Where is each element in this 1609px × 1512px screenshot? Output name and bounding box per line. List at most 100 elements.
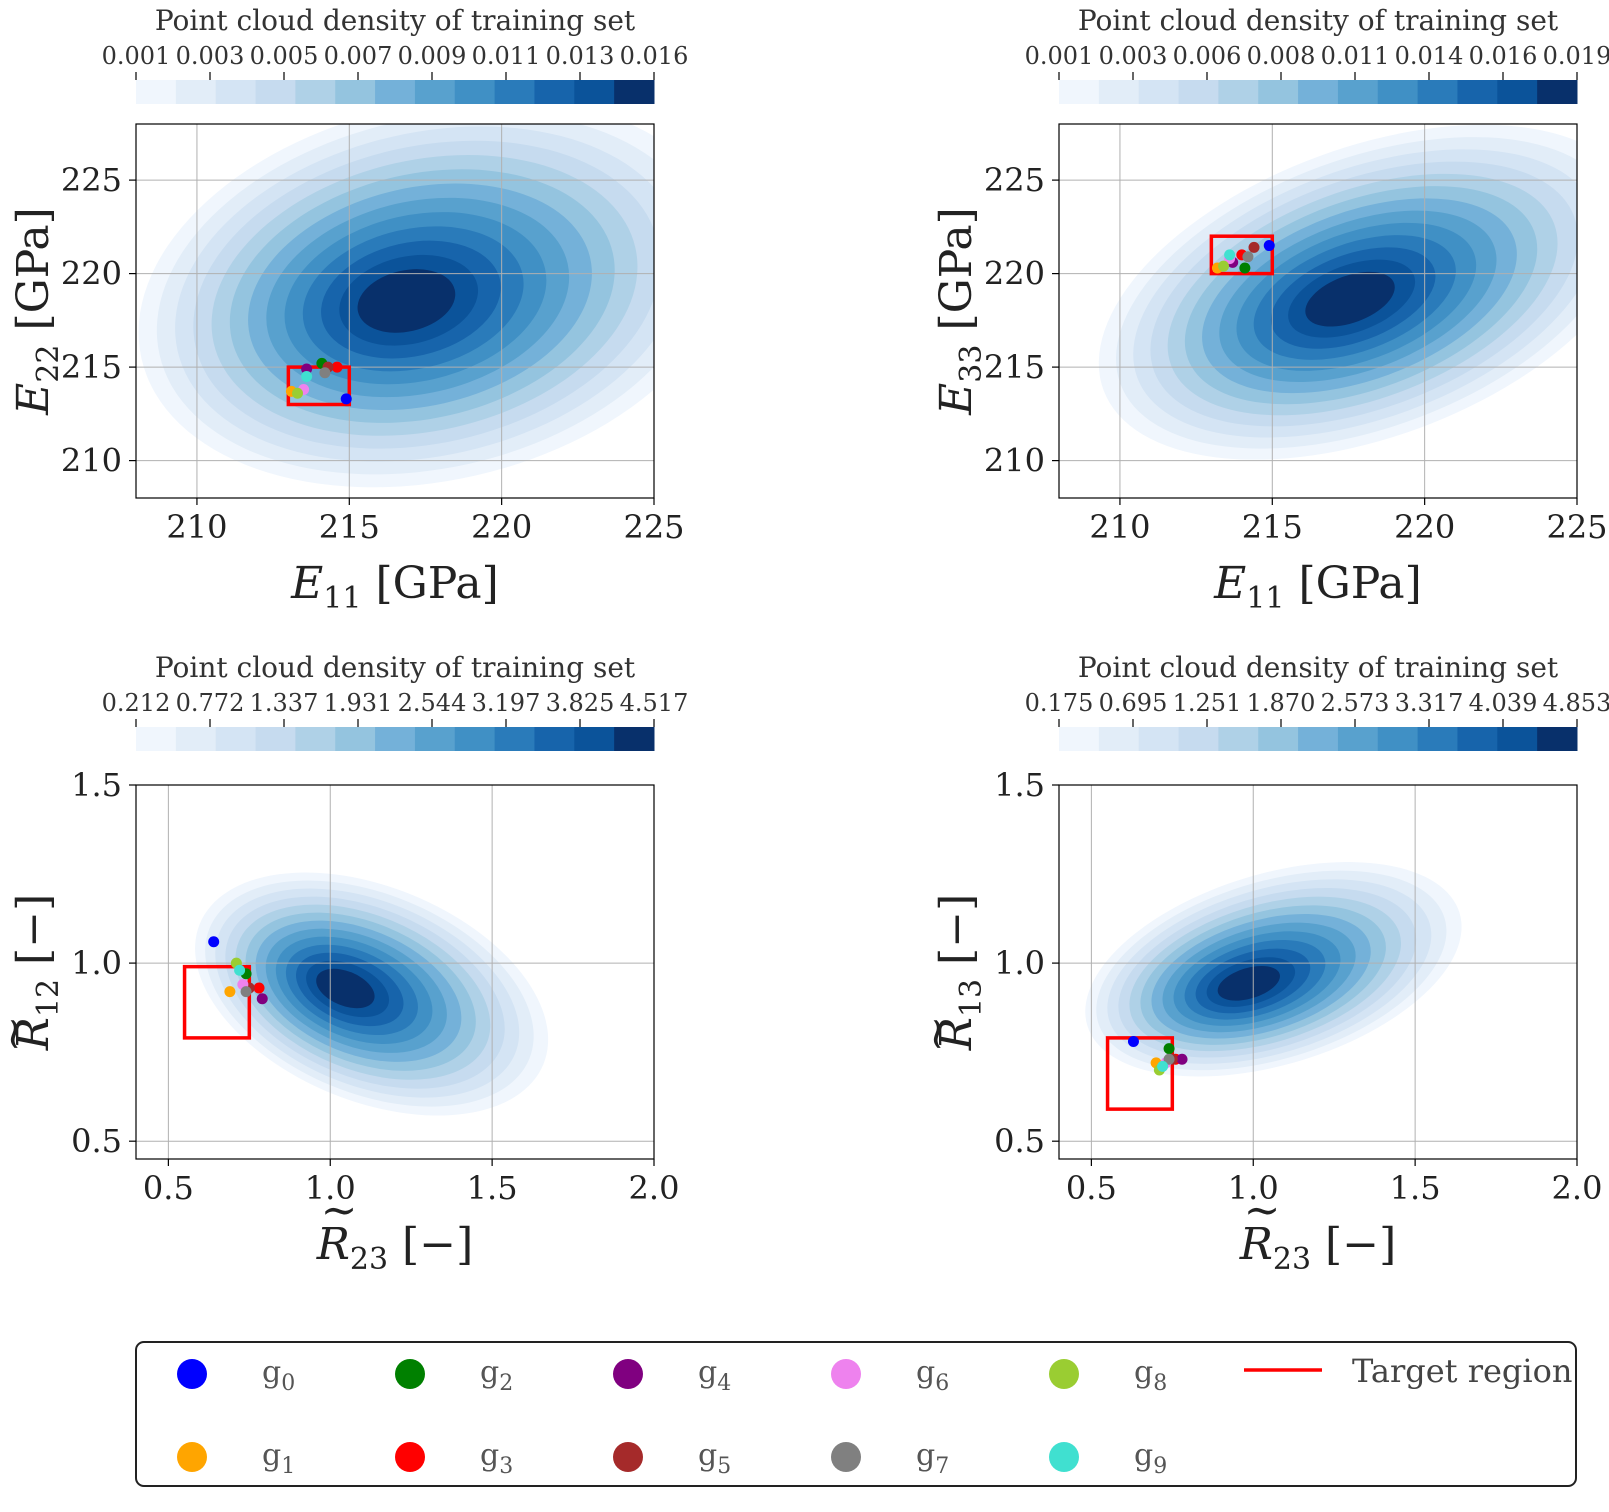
x-tick-label: 0.5 [1066,1169,1117,1207]
legend-label-g0: g0 [262,1355,295,1396]
colorbar-swatch [215,727,257,751]
colorbar-swatch [1178,80,1219,104]
data-point-g7 [240,986,252,998]
legend-label-main: g [480,1355,499,1390]
x-axis-label: E11 [GPa] [290,558,499,616]
colorbar-swatch [1138,80,1180,104]
colorbar-tick-label: 0.005 [250,42,319,70]
legend-target-label: Target region [1352,1352,1573,1390]
legend-marker-g7 [831,1442,861,1472]
colorbar-swatch [534,727,575,751]
x-unit: [GPa] [1284,558,1421,609]
legend-label-g5: g5 [698,1438,731,1479]
y-tick-label: 1.0 [71,944,122,982]
data-point-g1 [224,986,236,998]
data-point-g3 [331,361,343,373]
x-unit: [−] [388,1219,473,1270]
data-point-g0 [1263,240,1275,252]
y-axis-label: R12 [−] [8,894,66,1052]
colorbar-tick-label: 2.544 [398,689,467,717]
legend-marker-g2 [395,1359,425,1389]
legend-label-g6: g6 [916,1355,949,1396]
colorbar-tick-label: 1.337 [250,689,319,717]
colorbar-swatch [494,727,535,751]
colorbar-swatch [1218,80,1259,104]
data-point-g9 [301,370,313,382]
colorbar-swatch [255,727,296,751]
colorbar-tick-label: 0.007 [324,42,393,70]
colorbar-swatch [1059,80,1100,104]
x-tick-label: 2.0 [1552,1169,1603,1207]
density-contours [1098,124,1577,460]
colorbar-swatch [454,80,496,104]
colorbar-tick-label: 0.011 [1321,42,1390,70]
legend-label-main: g [916,1355,935,1390]
axes-frame [135,784,655,1160]
y-tick-label: 1.5 [994,766,1045,804]
colorbar-swatch [175,727,217,751]
density-level [316,968,375,1009]
colorbar-swatch [414,80,456,104]
x-tilde-mark: ~ [321,1185,358,1236]
legend-label-sub: 7 [935,1454,949,1479]
colorbar-swatch [414,727,456,751]
data-point-g9 [1224,249,1236,261]
y-tick-label: 225 [61,161,122,199]
colorbar-title: Point cloud density of training set [1078,4,1559,37]
data-point-g8 [1218,260,1230,272]
colorbar-swatch [1457,727,1498,751]
colorbar-swatch [1537,727,1578,751]
y-tick-label: 215 [984,348,1045,386]
data-point-g2 [1163,1043,1175,1055]
legend-label-g4: g4 [698,1355,731,1396]
x-tick-label: 1.5 [467,1169,518,1207]
x-tick-label: 210 [166,508,227,546]
x-subscript: 11 [323,581,361,616]
x-tick-label: 1.0 [1228,1169,1279,1207]
data-point-g2 [1239,262,1251,274]
colorbar-swatch [1258,727,1299,751]
y-tick-label: 1.0 [994,944,1045,982]
colorbar-tick-label: 3.197 [472,689,541,717]
x-tick-label: 1.5 [1390,1169,1441,1207]
legend-marker-g3 [395,1442,425,1472]
colorbar-tick-label: 0.019 [1543,42,1609,70]
colorbar-swatch [1059,727,1100,751]
x-axis-label: R23 [−] [1239,1219,1397,1277]
colorbar-tick-label: 1.870 [1247,689,1316,717]
colorbar-tick-label: 0.011 [472,42,541,70]
x-unit: [GPa] [361,558,498,609]
axes-frame [1058,123,1578,499]
colorbar-swatch [335,727,376,751]
colorbar-swatch [454,727,496,751]
density-level [1217,965,1280,1001]
colorbar-tick-label: 0.016 [620,42,689,70]
colorbar-swatch [1337,80,1379,104]
y-tick-label: 210 [61,442,122,480]
legend-label-g1: g1 [262,1438,295,1479]
target-region [1105,1036,1175,1111]
colorbar-swatch [375,727,416,751]
data-point-g0 [340,393,352,405]
legend-label-sub: 0 [281,1371,295,1396]
colorbar-swatch [494,80,535,104]
subplot-1: Point cloud density of training set 0.001… [931,4,1609,616]
colorbar-swatch [574,80,615,104]
colorbar-tick-label: 3.317 [1395,689,1464,717]
legend-label-g9: g9 [1134,1438,1167,1479]
legend-label-main: g [916,1438,935,1473]
colorbar-tick-label: 0.016 [1469,42,1538,70]
colorbar-swatch [1178,727,1219,751]
subplot-2: Point cloud density of training set 0.212… [0,651,688,1277]
colorbar-swatch [136,727,177,751]
y-subscript: 13 [954,979,989,1017]
colorbar-swatch [1377,727,1419,751]
data-point-g0 [1127,1035,1139,1047]
y-axis-label: E22 [GPa] [8,207,66,416]
legend-label-main: g [262,1438,281,1473]
colorbar-tick-label: 4.039 [1469,689,1538,717]
y-tick-label: 220 [984,255,1045,293]
x-unit: [−] [1311,1219,1396,1270]
legend-label-g8: g8 [1134,1355,1167,1396]
